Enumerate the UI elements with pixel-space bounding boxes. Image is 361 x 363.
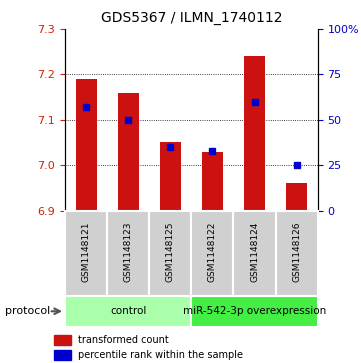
Text: GSM1148121: GSM1148121 — [82, 221, 91, 282]
Bar — [234, 211, 275, 296]
Text: GSM1148125: GSM1148125 — [166, 221, 175, 282]
Bar — [191, 211, 234, 296]
Bar — [118, 93, 139, 211]
Bar — [107, 211, 149, 296]
Bar — [65, 296, 191, 327]
Bar — [244, 56, 265, 211]
Bar — [54, 335, 71, 345]
Bar — [65, 211, 107, 296]
Bar — [54, 350, 71, 360]
Text: GSM1148122: GSM1148122 — [208, 221, 217, 282]
Text: miR-542-3p overexpression: miR-542-3p overexpression — [183, 306, 326, 316]
Text: transformed count: transformed count — [78, 335, 169, 345]
Bar — [286, 183, 307, 211]
Bar — [191, 296, 318, 327]
Bar — [160, 143, 181, 211]
Text: control: control — [110, 306, 146, 316]
Text: GSM1148124: GSM1148124 — [250, 221, 259, 282]
Bar — [202, 151, 223, 211]
Bar — [149, 211, 191, 296]
Text: GSM1148123: GSM1148123 — [124, 221, 132, 282]
Bar — [75, 79, 96, 211]
Title: GDS5367 / ILMN_1740112: GDS5367 / ILMN_1740112 — [101, 11, 282, 25]
Text: percentile rank within the sample: percentile rank within the sample — [78, 350, 243, 360]
Text: GSM1148126: GSM1148126 — [292, 221, 301, 282]
Bar — [275, 211, 318, 296]
Text: protocol: protocol — [5, 306, 51, 316]
